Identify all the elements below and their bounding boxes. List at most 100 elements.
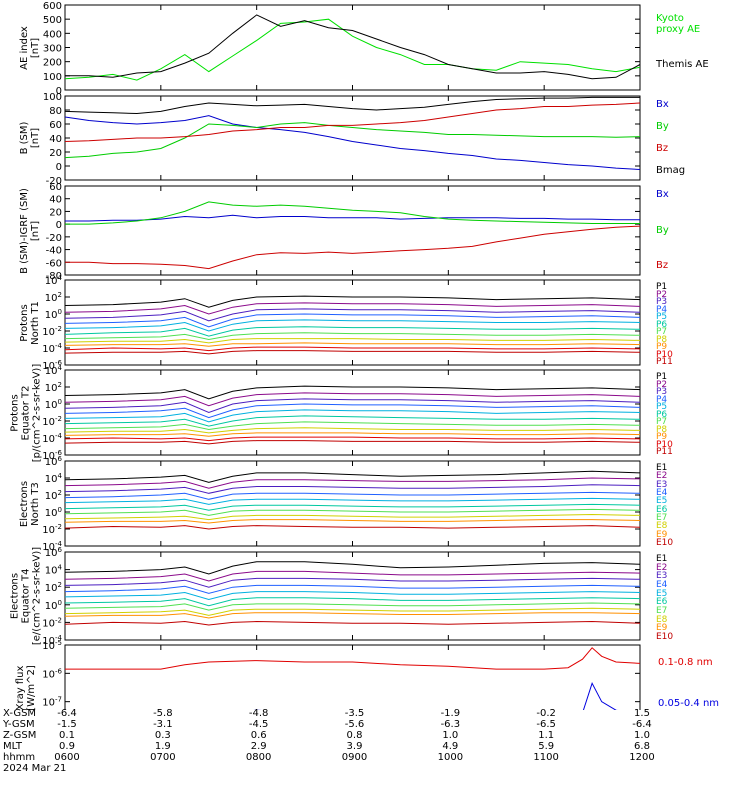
y-tick-label: 80 [49,106,62,117]
ephemeris-value: 1100 [533,752,559,763]
legend-entry: E10 [656,632,674,642]
ephemeris-value: 0700 [150,752,176,763]
ephemeris-value: 3.9 [346,741,363,752]
legend-entry: P9 [656,432,668,442]
y-axis-label: Protons North T1 [19,300,41,345]
ephemeris-value: -1.9 [440,708,461,719]
legend-entry: P7 [656,327,668,337]
y-tick-label: 40 [49,134,62,145]
ephemeris-value: -5.8 [153,708,173,719]
legend-entry: P6 [656,409,668,420]
series-line-2-4 [64,96,640,115]
legend-entry: By [656,121,669,132]
y-tick-label: 102 [45,581,62,594]
ephemeris-value: 2.9 [250,741,267,752]
series-line-6-8 [64,513,641,521]
y-tick-label: 500 [43,15,62,26]
ephemeris-date: 2024 Mar 21 [3,763,67,774]
y-tick-label: 40 [49,195,62,206]
ephemeris-table: X-GSM -6.4 -5.8 -4.8 -3.5 -1.9 -0.2 1.5 Y-GSM -1.… [0,708,750,800]
series-line-4-3 [64,308,641,322]
y-tick-label: 60 [49,182,62,193]
series-line-4-2 [64,302,641,315]
y-tick-label: 100 [45,599,62,612]
legend-entry: E10 [656,538,674,548]
ephemeris-value: -6.5 [536,719,556,730]
series-line-5-1 [64,385,641,400]
ephemeris-value: -6.4 [632,719,652,730]
ephemeris-value: 0600 [54,752,80,763]
panel-frame-7 [64,551,641,641]
series-line-3-3 [65,225,641,270]
legend-entry: By [656,224,669,236]
legend-entry: P8 [656,334,668,345]
y-tick-label: 10-2 [42,415,62,428]
y-tick-label: 300 [43,44,62,55]
legend-entry: E4 [656,580,668,590]
y-tick-label: 100 [45,308,62,321]
ephemeris-value: 6.8 [634,741,650,752]
y-tick-label: 100 [43,72,62,83]
series-line-5-9 [64,432,641,437]
legend-entry: Bz [656,143,669,154]
stacked-panels-svg: 0100200300400500600-20020406080100-80-60… [42,1,641,710]
series-line-6-7 [64,508,641,516]
series-line-5-6 [64,415,641,427]
series-line-4-8 [64,338,641,344]
series-line-6-9 [64,519,641,524]
series-line-7-9 [64,612,641,619]
series-line-4-4 [64,313,641,328]
legend-entry: Bx [656,99,669,110]
panel-frame-1 [64,4,641,91]
series-line-4-11 [64,350,641,355]
ephemeris-row-label: MLT [3,741,22,752]
legend-entry: E2 [656,471,668,482]
series-line-5-10 [64,436,641,442]
y-axis-label: Electrons Equator T4 [e/(cm^2-s-sr-keV)] [9,546,43,646]
y-tick-label: -80 [46,271,62,282]
series-line-2-3 [64,102,641,142]
legend-entry: E1 [656,463,668,473]
series-line-7-6 [64,597,641,607]
y-tick-label: 100 [43,92,62,103]
legend-entry: E7 [656,606,668,616]
ephemeris-value: 1000 [437,752,464,763]
legend-entry: E7 [656,513,668,523]
legend-entry: E2 [656,562,668,573]
ephemeris-value: -3.1 [153,719,173,730]
y-tick-label: 0 [56,86,62,97]
ephemeris-value: 1.5 [634,708,650,719]
legend-entry: P10 [656,439,673,450]
ephemeris-value: -6.3 [440,719,461,730]
series-line-4-6 [64,326,641,337]
legend-entry: P4 [656,304,668,315]
y-tick-label: 600 [43,1,62,12]
y-tick-label: 200 [43,58,62,69]
y-tick-label: 102 [45,489,62,502]
legend-entry: E1 [656,554,668,564]
y-tick-label: 20 [49,148,62,159]
y-tick-label: 106 [45,546,63,559]
legend-entry: P1 [656,282,668,292]
legend-entry: P3 [656,297,668,307]
ephemeris-value: -3.5 [344,708,365,719]
legend-entry: Themis AE [656,59,709,70]
series-line-5-5 [64,409,641,423]
legend-entry: E8 [656,614,668,625]
series-line-6-3 [64,484,641,494]
series-line-7-4 [64,584,641,594]
legend-entry: E9 [656,623,668,634]
ephemeris-value: 0.3 [154,730,171,741]
y-axis-label: AE index [nT] [19,25,41,70]
ephemeris-row-label: X-GSM [3,708,37,719]
legend-entry: E6 [656,504,668,515]
panel-frame-3 [64,185,641,276]
legend-entry: E9 [656,529,668,540]
legend-entry: P1 [656,372,668,382]
ephemeris-value: -4.8 [248,708,269,719]
y-tick-label: 10-2 [42,325,62,338]
y-tick-label: -60 [46,258,62,269]
legend-entry: P11 [656,357,673,367]
series-line-6-10 [64,525,641,530]
